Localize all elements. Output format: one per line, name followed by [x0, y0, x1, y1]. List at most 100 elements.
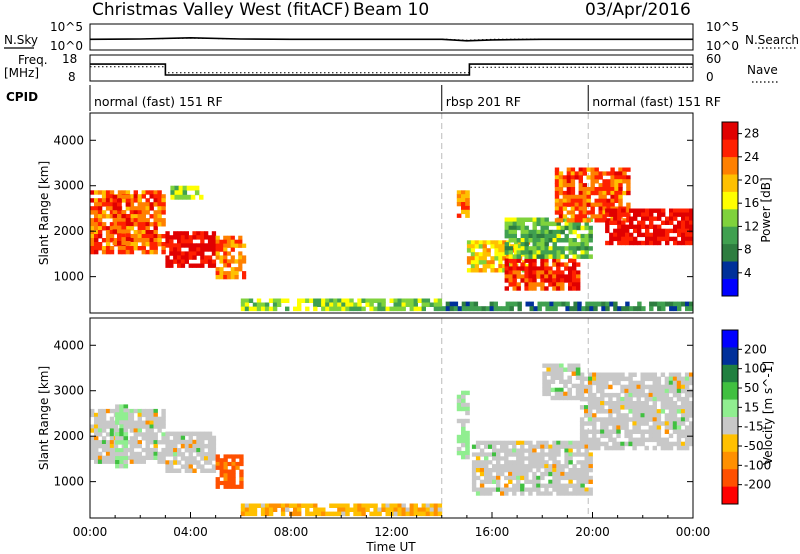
cpid-panel: CPID normal (fast) 151 RF rbsp 201 RF norm…	[6, 85, 721, 111]
noise-panel: N.Sky 10^5 10^0 10^5 10^0 N.Search	[4, 20, 799, 53]
velocity-region	[579, 372, 694, 451]
power-colorbar-tick-label: 24	[744, 150, 759, 164]
power-colorbar-swatch	[722, 278, 738, 297]
velocity-colorbar-swatch	[722, 382, 738, 400]
power-colorbar-swatch	[722, 226, 738, 245]
velocity-region	[215, 454, 244, 489]
freq-ytick-bottom: 8	[68, 70, 76, 84]
velocity-colorbar-swatch	[722, 399, 738, 418]
power-colorbar-swatch	[722, 209, 738, 227]
xtick-label: 20:00	[575, 525, 610, 539]
nave-ytick-bottom: 0	[706, 70, 714, 84]
noise-series-nsearch	[90, 37, 693, 41]
power-colorbar-swatch	[722, 261, 738, 279]
velocity-colorbar-swatch	[722, 469, 738, 487]
power-region	[170, 185, 204, 200]
ytick-label: 2000	[53, 429, 84, 443]
nave-series	[90, 66, 693, 74]
power-region	[504, 217, 593, 259]
power-region	[554, 167, 631, 223]
nsearch-label: N.Search	[745, 33, 799, 47]
cpid-label: CPID	[6, 90, 38, 104]
frequency-panel-frame	[89, 54, 694, 82]
velocity-colorbar-tick-label: -100	[744, 458, 771, 472]
xaxis-label: Time UT	[365, 540, 416, 554]
time-axis: 00:00 04:00 08:00 12:00 16:00 20:00 00:00	[73, 512, 711, 539]
freq-label-line1: Freq.	[18, 53, 48, 67]
power-colorbar-swatch	[722, 156, 738, 175]
power-colorbar-tick-label: 28	[744, 127, 759, 141]
power-colorbar-swatch	[722, 243, 738, 262]
velocity-colorbar-swatch	[722, 417, 738, 435]
velocity-ylabel: Slant Range [km]	[37, 366, 51, 470]
nave-label: Nave	[747, 63, 778, 77]
power-colorbar-swatch	[722, 191, 738, 210]
velocity-colorbar-tick-label: -50	[744, 439, 764, 453]
velocity-colorbar-swatch	[722, 364, 738, 383]
power-colorbar-swatch	[722, 122, 738, 140]
ytick-label: 2000	[53, 224, 84, 238]
power-ylabel: Slant Range [km]	[37, 161, 51, 265]
ytick-label: 3000	[53, 179, 84, 193]
power-panel: Slant Range [km] 1000 2000 3000 4000 4 8 12 16…	[37, 112, 773, 314]
velocity-region	[542, 363, 581, 401]
velocity-colorbar-tick-label: -200	[744, 478, 771, 492]
power-region	[215, 235, 247, 280]
velocity-colorbar-swatch	[722, 451, 738, 470]
ytick-label: 1000	[53, 270, 84, 284]
beam-label: Beam 10	[353, 0, 429, 20]
velocity-colorbar-tick-label: -15	[744, 420, 764, 434]
velocity-region	[165, 431, 217, 473]
freq-label-line2: [MHz]	[4, 66, 39, 80]
velocity-colorbar-tick-label: 15	[744, 400, 759, 414]
velocity-colorbar-swatch	[722, 330, 738, 348]
power-colorbar-tick-label: 12	[744, 219, 759, 233]
ytick-label: 4000	[53, 338, 84, 352]
velocity-colorbar-swatch	[722, 434, 738, 453]
ytick-label: 1000	[53, 475, 84, 489]
velocity-colorbar-swatch	[722, 486, 738, 505]
xtick-label: 00:00	[73, 525, 108, 539]
frequency-series	[90, 63, 693, 76]
noise-ytick-bottom-left: 10^0	[50, 39, 83, 53]
power-region	[240, 298, 443, 312]
velocity-region	[456, 390, 470, 460]
freq-ytick-top: 18	[62, 52, 77, 66]
power-region	[441, 301, 694, 312]
power-panel-frame	[89, 112, 694, 314]
power-colorbar-tick-label: 4	[744, 266, 752, 280]
xtick-label: 04:00	[173, 525, 208, 539]
noise-ytick-bottom-right: 10^0	[706, 39, 739, 53]
power-colorbar-swatch	[722, 139, 738, 158]
date-label: 03/Apr/2016	[585, 0, 691, 20]
power-colorbar-tick-label: 8	[744, 243, 752, 257]
velocity-colorbar-tick-label: 100	[744, 362, 767, 376]
power-colorbar-swatch	[722, 174, 738, 192]
power-colorbar-label: Power [dB]	[759, 177, 773, 242]
xtick-label: 12:00	[374, 525, 409, 539]
velocity-region	[471, 440, 593, 496]
power-region	[456, 190, 470, 218]
velocity-colorbar-tick-label: 200	[744, 342, 767, 356]
velocity-region	[240, 503, 443, 517]
velocity-colorbar-label: Velocity [m s^-1]	[761, 361, 775, 465]
noise-panel-frame	[89, 23, 694, 51]
noise-ytick-top-right: 10^5	[706, 20, 739, 34]
power-region	[605, 208, 694, 246]
noise-ytick-top-left: 10^5	[50, 20, 83, 34]
velocity-colorbar-tick-label: 50	[744, 381, 759, 395]
nsky-label: N.Sky	[4, 33, 38, 47]
cpid-segment-label: rbsp 201 RF	[446, 94, 521, 109]
plot-title: Christmas Valley West (fitACF)	[92, 0, 350, 20]
frequency-panel: Freq. [MHz] 18 8 60 0 Nave	[4, 52, 780, 84]
power-region	[504, 258, 581, 291]
velocity-colorbar-swatch	[722, 347, 738, 366]
nave-ytick-top: 60	[706, 52, 721, 66]
xtick-label: 00:00	[676, 525, 711, 539]
power-colorbar-frame	[721, 121, 739, 297]
velocity-region	[115, 404, 129, 469]
cpid-segment-label: normal (fast) 151 RF	[592, 94, 721, 109]
xtick-label: 08:00	[274, 525, 309, 539]
power-region	[112, 194, 131, 246]
